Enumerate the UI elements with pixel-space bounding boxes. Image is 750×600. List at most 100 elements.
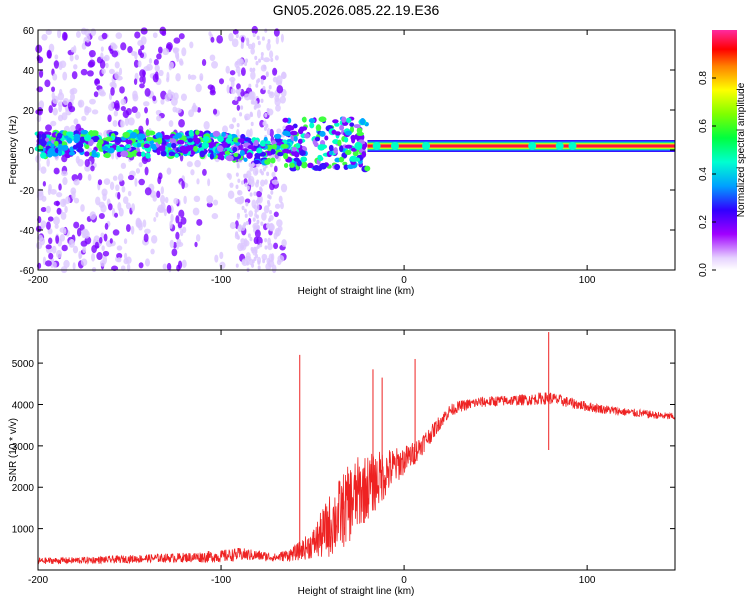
heat-cell — [364, 165, 371, 172]
heat-cell — [235, 33, 239, 39]
heat-cell — [139, 52, 145, 59]
heat-cell — [266, 107, 270, 113]
heat-cell — [251, 42, 256, 49]
heat-cell — [248, 210, 254, 218]
heat-cell — [256, 225, 260, 230]
heat-cell — [84, 144, 90, 150]
heat-cell — [268, 217, 272, 223]
heat-cell — [40, 152, 47, 159]
heat-cell — [194, 138, 200, 145]
heat-cell — [175, 132, 183, 139]
y-tick-label: 3000 — [12, 442, 35, 453]
heat-cell — [293, 157, 300, 162]
heat-cell — [175, 73, 181, 82]
heat-cell — [135, 168, 141, 174]
heat-cell — [39, 237, 45, 246]
heat-cell — [159, 26, 167, 35]
heat-cell — [240, 105, 244, 110]
heat-cell — [344, 130, 352, 136]
heat-cell — [265, 72, 269, 78]
heat-cell — [99, 59, 106, 69]
heat-cell — [271, 140, 277, 145]
heat-cell — [274, 227, 282, 237]
heat-cell — [118, 207, 124, 217]
heat-cell — [259, 169, 263, 174]
heat-cell — [138, 262, 144, 269]
heat-cell — [80, 240, 88, 247]
heat-cell — [270, 148, 276, 155]
heat-cell — [211, 213, 219, 220]
x-tick-label: 100 — [579, 575, 596, 586]
heat-cell — [229, 76, 236, 83]
heat-cell — [119, 86, 125, 94]
heat-cell — [219, 78, 225, 85]
heat-cell — [64, 205, 68, 214]
spectrogram-x-ticks: -200 -100 0 100 — [28, 30, 596, 286]
heat-cell — [237, 178, 241, 183]
heat-cell — [91, 109, 99, 115]
heat-cell — [229, 222, 236, 230]
heat-cell — [57, 144, 63, 152]
heat-cell — [171, 142, 177, 149]
heat-cell — [256, 190, 262, 198]
heat-cell — [243, 208, 247, 214]
heat-cell — [250, 246, 254, 252]
heat-cell — [157, 46, 163, 54]
heat-cell — [101, 145, 109, 151]
heat-cell — [61, 244, 68, 252]
heat-cell — [226, 84, 230, 94]
heat-cell — [125, 224, 131, 233]
heat-cell — [202, 168, 207, 176]
heat-cell — [81, 229, 87, 239]
heat-cell — [275, 36, 279, 45]
heat-cell — [283, 152, 289, 160]
heat-cell — [154, 64, 160, 72]
heat-cell — [272, 143, 277, 150]
heat-cell — [87, 70, 94, 77]
heat-cell — [253, 225, 257, 230]
heat-cell — [57, 114, 64, 122]
heat-cell — [46, 158, 50, 167]
heat-cell — [94, 78, 100, 85]
heat-cell — [139, 69, 146, 78]
colorbar-tick-label: 0.0 — [698, 263, 709, 277]
heat-cell — [196, 219, 203, 226]
heat-cell — [125, 202, 131, 210]
heat-cell — [359, 118, 366, 125]
heat-cell — [249, 93, 253, 98]
heat-cell — [249, 236, 253, 242]
heat-cell — [352, 150, 359, 157]
heat-cell — [240, 67, 246, 76]
heat-cell — [193, 145, 198, 152]
heat-cell — [70, 87, 78, 95]
snr-frame — [37, 329, 676, 571]
heat-cell — [56, 29, 62, 39]
heat-cell — [35, 225, 42, 233]
heat-cell — [273, 211, 279, 218]
heat-cell — [180, 93, 187, 102]
x-tick-label: -200 — [28, 575, 48, 586]
heat-cell — [166, 71, 170, 81]
x-tick-label: -100 — [211, 275, 231, 286]
heat-cell — [244, 116, 248, 121]
heat-cell — [247, 144, 255, 150]
heat-cell — [253, 191, 257, 196]
heat-cell — [50, 143, 55, 149]
heat-cell — [130, 225, 135, 235]
heat-cell — [243, 93, 251, 101]
heat-cell — [269, 162, 273, 168]
heat-cell — [141, 151, 146, 158]
heat-cell — [203, 120, 210, 130]
heat-cell — [166, 167, 172, 175]
heat-cell — [80, 129, 89, 135]
heat-cell — [262, 121, 266, 126]
heat-cell — [85, 34, 91, 43]
heat-cell — [84, 158, 90, 168]
heat-cell — [269, 91, 273, 96]
heat-cell — [59, 198, 67, 208]
heat-cell — [118, 67, 123, 76]
heat-cell — [85, 106, 92, 113]
heat-cell — [207, 178, 211, 187]
heat-cell — [269, 50, 274, 59]
heat-cell — [260, 179, 265, 187]
